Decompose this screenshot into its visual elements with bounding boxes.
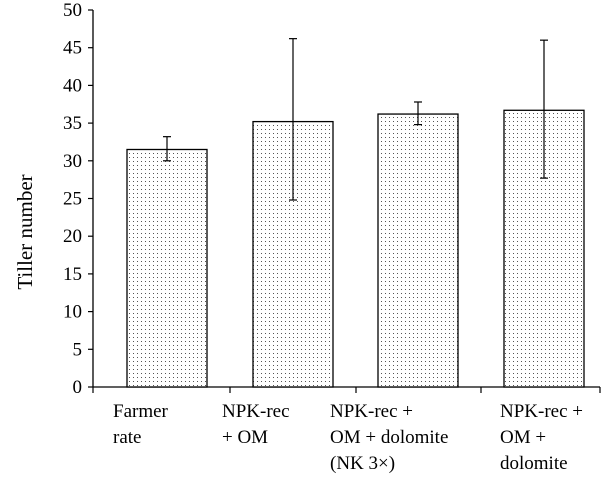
x-category-label: OM + [500, 427, 546, 448]
labels: 0 5 10 15 20 25 30 35 40 45 50 Farmer rate NPK-rec + O… [63, 0, 583, 474]
y-axis-title: Tiller number [13, 174, 37, 289]
error-bars [163, 38, 548, 201]
y-tick-label: 30 [63, 151, 82, 172]
y-tick-label: 50 [63, 0, 82, 21]
x-category-label: NPK-rec + [330, 401, 413, 422]
y-tick-label: 10 [63, 302, 82, 323]
x-category-label: rate [113, 427, 141, 448]
x-category-label: NPK-rec + [500, 401, 583, 422]
y-tick-label: 35 [63, 113, 82, 134]
x-category-label: + OM [222, 427, 268, 448]
x-category-label: Farmer [113, 401, 169, 422]
y-tick-label: 40 [63, 75, 82, 96]
y-tick-label: 0 [73, 377, 83, 398]
x-category-label: (NK 3×) [330, 453, 395, 474]
y-tick-label: 25 [63, 189, 82, 210]
y-tick-label: 5 [73, 339, 83, 360]
x-category-label: OM + dolomite [330, 427, 448, 448]
bar [126, 148, 208, 388]
x-category-label: dolomite [500, 453, 568, 474]
bar [377, 113, 459, 388]
y-tick-label: 20 [63, 226, 82, 247]
y-tick-label: 45 [63, 38, 82, 59]
x-category-label: NPK-rec [222, 401, 290, 422]
y-tick-label: 15 [63, 264, 82, 285]
bars [126, 109, 585, 388]
